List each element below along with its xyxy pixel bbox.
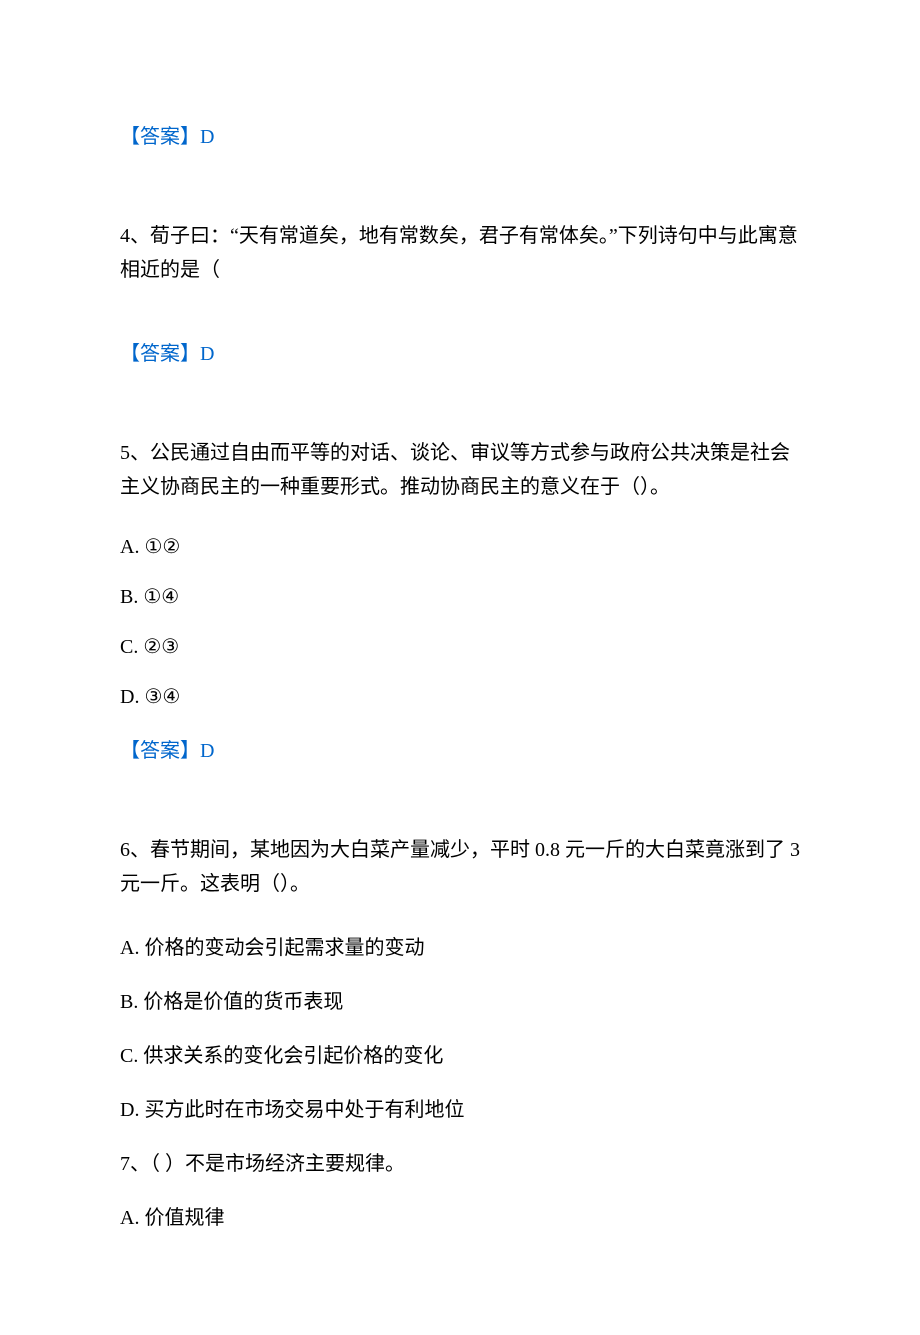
answer-3-value: D [200, 126, 214, 148]
answer-3-label: 【答案】 [120, 126, 200, 148]
question-7-option-a: A. 价值规律 [120, 1201, 800, 1230]
question-6-option-d: D. 买方此时在市场交易中处于有利地位 [120, 1093, 800, 1122]
question-5-text: 5、公民通过自由而平等的对话、谈论、审议等方式参与政府公共决策是社会主义协商民主… [120, 436, 800, 504]
answer-5: 【答案】D [120, 734, 800, 763]
question-5-option-a: A. ①② [120, 534, 800, 559]
answer-3: 【答案】D [120, 120, 800, 149]
question-5-option-d: D. ③④ [120, 684, 800, 709]
answer-4: 【答案】D [120, 337, 800, 366]
question-6-text: 6、春节期间，某地因为大白菜产量减少，平时 0.8 元一斤的大白菜竟涨到了 3 … [120, 833, 800, 901]
answer-5-label: 【答案】 [120, 740, 200, 762]
answer-4-value: D [200, 343, 214, 365]
question-5-option-b: B. ①④ [120, 584, 800, 609]
answer-5-value: D [200, 740, 214, 762]
answer-4-label: 【答案】 [120, 343, 200, 365]
question-4-text: 4、荀子曰：“天有常道矣，地有常数矣，君子有常体矣。”下列诗句中与此寓意相近的是… [120, 219, 800, 287]
question-5-option-c: C. ②③ [120, 634, 800, 659]
question-6-option-b: B. 价格是价值的货币表现 [120, 985, 800, 1014]
question-7-text: 7、（ ）不是市场经济主要规律。 [120, 1147, 800, 1176]
question-6-option-a: A. 价格的变动会引起需求量的变动 [120, 931, 800, 960]
question-6-option-c: C. 供求关系的变化会引起价格的变化 [120, 1039, 800, 1068]
